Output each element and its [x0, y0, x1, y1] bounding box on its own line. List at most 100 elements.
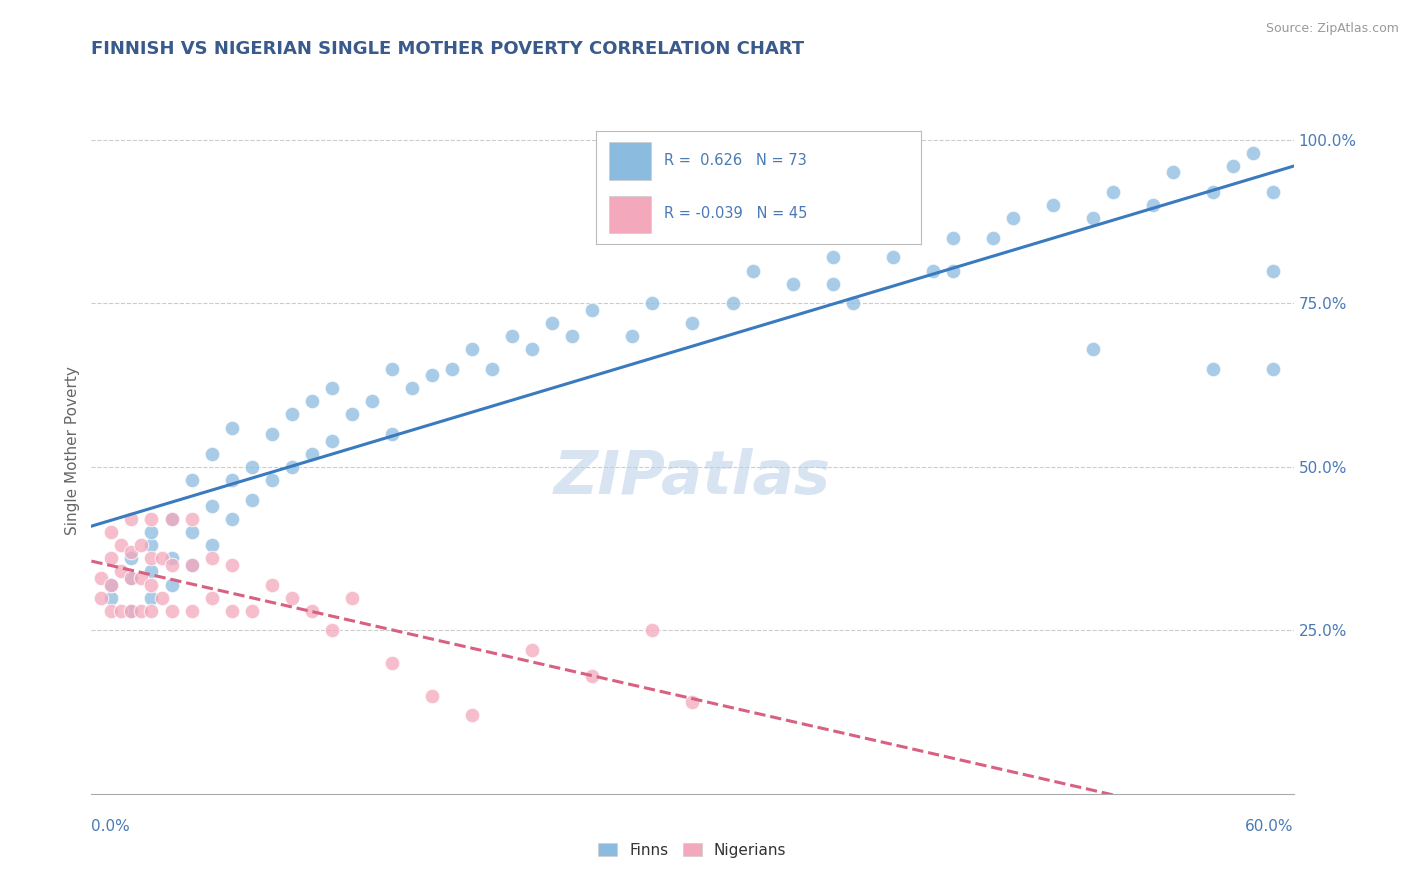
Point — [641, 296, 664, 310]
Point — [1222, 159, 1244, 173]
Point — [141, 512, 163, 526]
Point — [461, 708, 484, 723]
Point — [340, 408, 363, 422]
Point — [721, 296, 744, 310]
Point — [240, 604, 263, 618]
Point — [180, 473, 202, 487]
Y-axis label: Single Mother Poverty: Single Mother Poverty — [65, 366, 80, 535]
Point — [360, 394, 382, 409]
Point — [221, 420, 243, 434]
Point — [981, 231, 1004, 245]
Point — [401, 381, 423, 395]
Point — [160, 551, 183, 566]
Point — [1202, 185, 1225, 199]
Point — [821, 251, 844, 265]
Point — [1163, 165, 1185, 179]
Point — [201, 538, 224, 552]
Point — [882, 251, 904, 265]
Point — [221, 604, 243, 618]
Point — [141, 538, 163, 552]
Point — [131, 604, 153, 618]
Point — [141, 577, 163, 591]
Point — [100, 591, 122, 605]
FancyBboxPatch shape — [609, 143, 651, 180]
Point — [1142, 198, 1164, 212]
Point — [150, 591, 173, 605]
Point — [381, 427, 404, 442]
Point — [281, 591, 304, 605]
Point — [160, 512, 183, 526]
Point — [240, 459, 263, 474]
Point — [141, 604, 163, 618]
Point — [141, 525, 163, 540]
Point — [180, 558, 202, 572]
Point — [1102, 185, 1125, 199]
Point — [681, 695, 703, 709]
Text: ZIPatlas: ZIPatlas — [554, 449, 831, 508]
Point — [481, 361, 503, 376]
Text: R = -0.039   N = 45: R = -0.039 N = 45 — [665, 206, 808, 221]
Point — [160, 558, 183, 572]
Point — [942, 263, 965, 277]
Point — [1042, 198, 1064, 212]
Point — [100, 525, 122, 540]
Point — [1202, 361, 1225, 376]
Point — [621, 329, 644, 343]
Point — [100, 577, 122, 591]
Point — [260, 427, 283, 442]
Point — [1263, 361, 1285, 376]
Point — [100, 551, 122, 566]
Point — [141, 551, 163, 566]
Point — [201, 591, 224, 605]
Point — [1263, 185, 1285, 199]
Point — [260, 473, 283, 487]
Point — [141, 565, 163, 579]
Point — [321, 624, 343, 638]
Point — [150, 551, 173, 566]
Point — [501, 329, 523, 343]
Point — [90, 571, 112, 585]
Point — [180, 558, 202, 572]
Point — [100, 604, 122, 618]
Point — [110, 604, 132, 618]
Point — [321, 434, 343, 448]
Point — [541, 316, 564, 330]
Point — [420, 689, 443, 703]
Point — [381, 361, 404, 376]
Point — [131, 538, 153, 552]
Point — [461, 342, 484, 356]
Point — [100, 577, 122, 591]
Point — [281, 459, 304, 474]
Point — [301, 447, 323, 461]
Point — [121, 545, 143, 559]
Point — [201, 447, 224, 461]
Point — [201, 551, 224, 566]
Text: FINNISH VS NIGERIAN SINGLE MOTHER POVERTY CORRELATION CHART: FINNISH VS NIGERIAN SINGLE MOTHER POVERT… — [91, 40, 804, 58]
Point — [522, 643, 544, 657]
Point — [121, 604, 143, 618]
Point — [180, 525, 202, 540]
Point — [321, 381, 343, 395]
Point — [942, 231, 965, 245]
Point — [381, 656, 404, 670]
Point — [201, 499, 224, 513]
Point — [240, 492, 263, 507]
Point — [440, 361, 463, 376]
Point — [1083, 342, 1105, 356]
Point — [141, 591, 163, 605]
Point — [821, 277, 844, 291]
Point — [301, 394, 323, 409]
Point — [90, 591, 112, 605]
Text: R =  0.626   N = 73: R = 0.626 N = 73 — [665, 153, 807, 168]
Legend: Finns, Nigerians: Finns, Nigerians — [591, 835, 794, 865]
Point — [121, 571, 143, 585]
Point — [160, 512, 183, 526]
Point — [281, 408, 304, 422]
FancyBboxPatch shape — [609, 195, 651, 233]
Point — [121, 512, 143, 526]
Point — [160, 604, 183, 618]
Point — [1083, 211, 1105, 226]
Point — [110, 565, 132, 579]
Point — [741, 263, 763, 277]
Point — [180, 512, 202, 526]
